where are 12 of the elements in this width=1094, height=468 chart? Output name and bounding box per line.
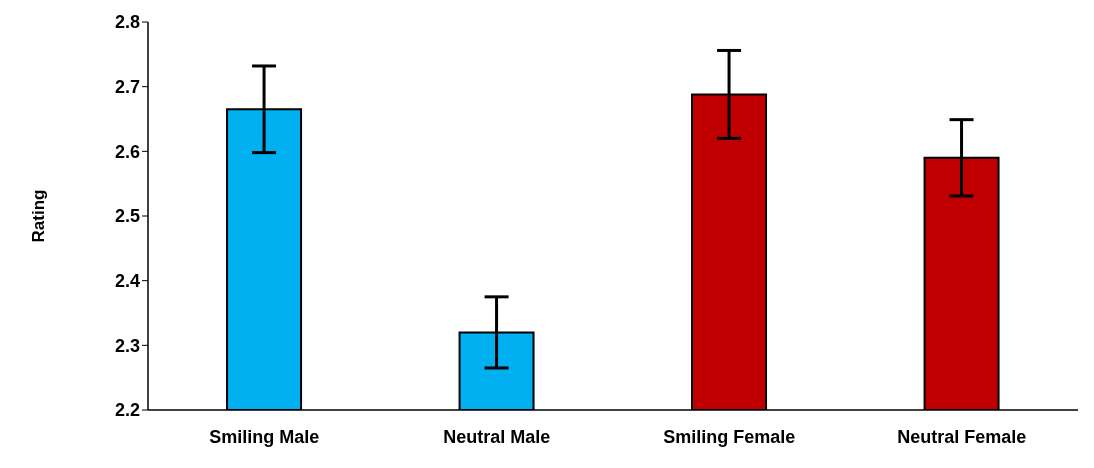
y-tick-label: 2.5 [114,206,140,227]
y-tick-label: 2.4 [114,271,140,292]
y-axis-title: Rating [29,189,49,243]
x-tick-label: Smiling Female [663,426,796,447]
x-tick-label: Smiling Male [209,426,320,447]
y-tick-label: 2.8 [114,12,140,33]
y-tick-label: 2.2 [114,400,140,421]
x-tick-label: Neutral Male [443,426,551,447]
x-tick-label: Neutral Female [897,426,1027,447]
y-tick-label: 2.6 [114,141,140,162]
y-tick-label: 2.7 [114,77,140,98]
y-tick-label: 2.3 [114,335,140,356]
